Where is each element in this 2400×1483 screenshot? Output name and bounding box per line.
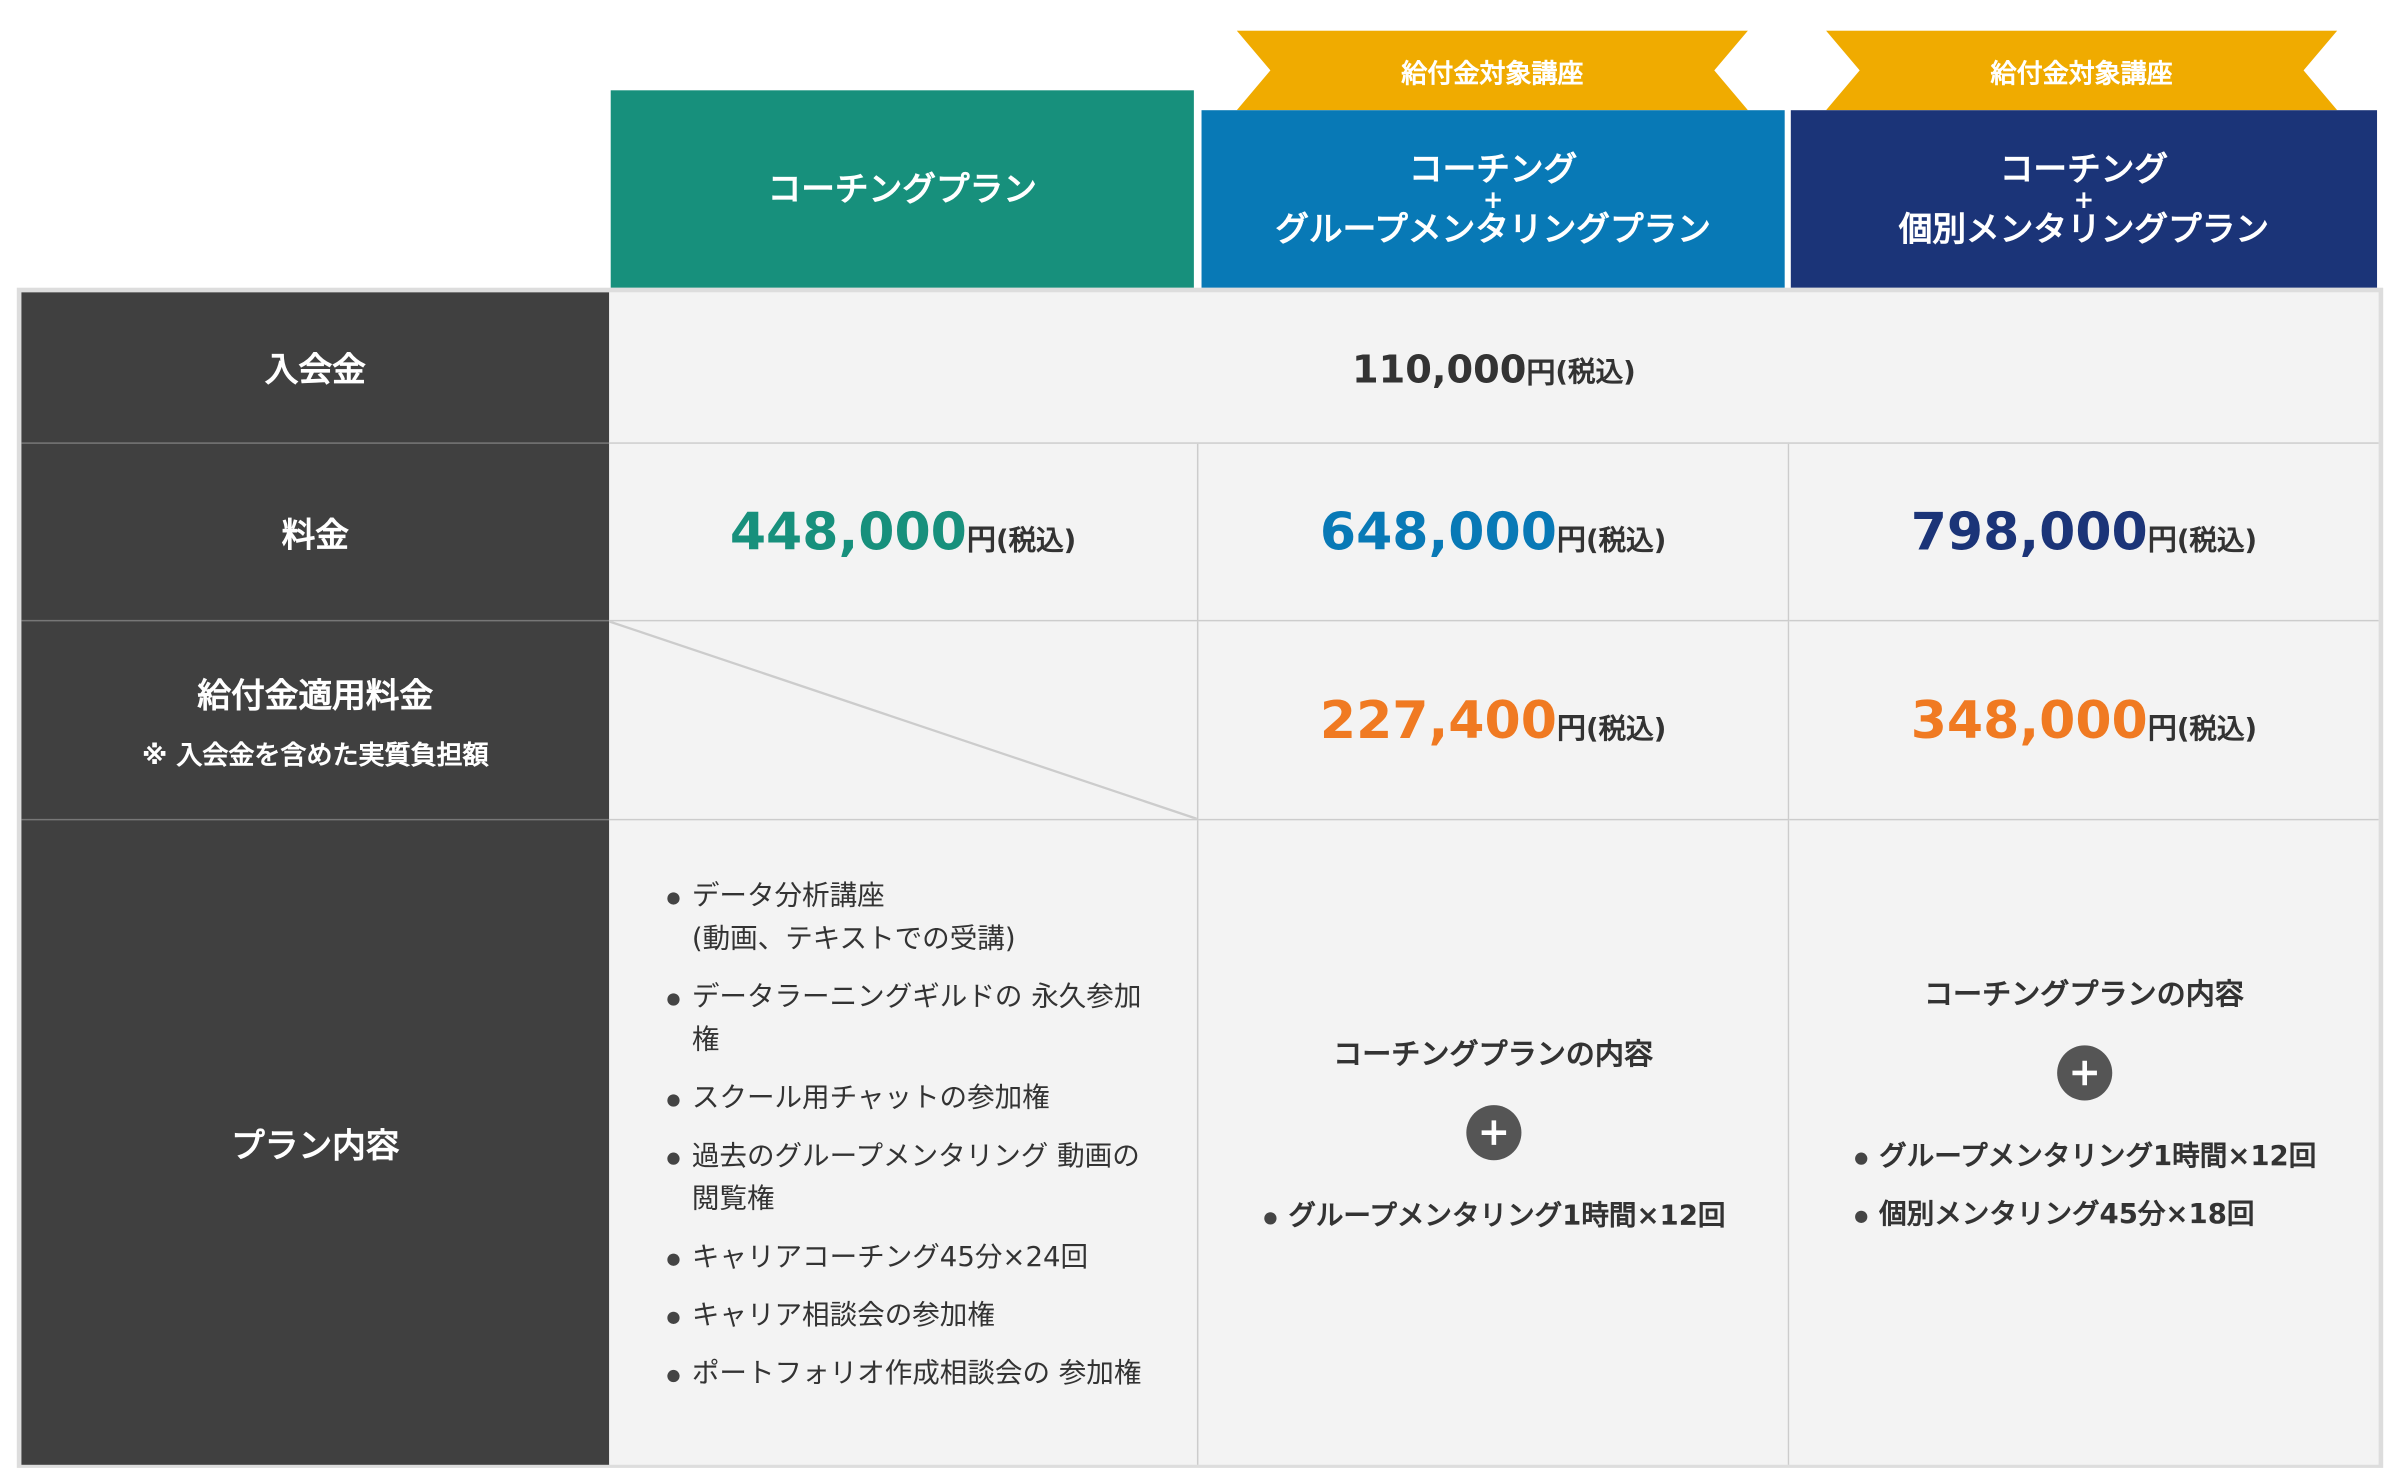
plan-header: コーチング + グループメンタリングプラン [1201,110,1785,290]
unit: 円 [966,523,996,558]
content-cell: データ分析講座 (動画、テキストでの受講) データラーニングギルドの 永久参加権ス… [609,820,1199,1465]
tax: (税込) [2176,712,2258,745]
label-text: 入会金 [264,352,366,391]
price-cell: 348,000 円 (税込) [1789,621,2379,821]
feature-item: スクール用チャットの参加権 [664,1077,1161,1120]
feature-list: データ分析講座 (動画、テキストでの受講) データラーニングギルドの 永久参加権ス… [664,875,1161,1411]
row-label: 料金 [21,443,610,622]
feature-item: データ分析講座 (動画、テキストでの受講) [664,875,1161,961]
feature-list: グループメンタリング1時間×12回 [1261,1195,1725,1253]
plan-name: 個別メンタリングプラン [1898,210,2270,249]
price-cell: 798,000 円 (税込) [1789,443,2379,622]
tax: (税込) [1586,712,1667,745]
badge-ribbon [1236,30,1748,111]
unit: 円 [1526,355,1556,390]
unit: 円 [1556,523,1587,558]
price: 648,000 [1319,501,1557,563]
plan-name: グループメンタリングプラン [1275,210,1711,249]
content-cell: コーチングプランの内容 グループメンタリング1時間×12回 個別メンタリング45分… [1789,820,2379,1465]
empty-cell [609,621,1199,821]
label-text: 料金 [281,516,349,555]
label-note: ※ 入会金を含めた実質負担額 [141,740,489,772]
price-cell: 110,000 円 (税込) [609,292,2379,444]
label-text: プラン内容 [231,1127,400,1166]
badge: 給付金対象講座 [1990,58,2173,90]
row-label: 入会金 [21,292,610,444]
price: 110,000 [1352,346,1527,392]
tax: (税込) [995,524,1077,557]
feature-item: ポートフォリオ作成相談会の 参加権 [664,1352,1161,1395]
label-text: 給付金適用料金 [197,678,434,717]
price-cell: 227,400 円 (税込) [1198,621,1790,821]
price: 798,000 [1910,501,2148,563]
unit: 円 [2147,523,2177,558]
plan-header: コーチングプラン [610,90,1194,290]
price-cell: 648,000 円 (税込) [1198,443,1790,622]
plan-name: + [2073,184,2095,214]
feature-item: グループメンタリング1時間×12回 [1852,1136,2316,1179]
row-label: プラン内容 [21,820,610,1465]
tax: (税込) [1555,356,1636,389]
content-heading: コーチングプランの内容 [1923,978,2244,1012]
plus-icon [1465,1105,1521,1161]
badge-ribbon [1826,30,2338,111]
feature-list: グループメンタリング1時間×12回 個別メンタリング45分×18回 [1852,1136,2317,1252]
row-label: 給付金適用料金 ※ 入会金を含めた実質負担額 [21,621,610,821]
price-cell: 448,000 円 (税込) [609,443,1199,622]
feature-item: 過去のグループメンタリング 動画の閲覧権 [664,1135,1161,1221]
diagonal [609,621,1197,819]
unit: 円 [1556,711,1587,746]
feature-item: キャリアコーチング45分×24回 [664,1236,1161,1279]
plan-name: コーチングプラン [767,170,1037,209]
tax: (税込) [1586,524,1667,557]
feature-item: 個別メンタリング45分×18回 [1852,1194,2317,1237]
price: 227,400 [1319,689,1557,751]
plan-name: + [1482,184,1504,214]
unit: 円 [2147,711,2177,746]
badge: 給付金対象講座 [1401,58,1584,90]
tax: (税込) [2176,524,2258,557]
price: 348,000 [1910,689,2148,751]
plan-name: コーチング [1999,150,2169,190]
content-heading: コーチングプランの内容 [1333,1037,1654,1072]
feature-item: キャリア相談会の参加権 [664,1294,1161,1337]
price: 448,000 [729,501,967,563]
content-cell: コーチングプランの内容 グループメンタリング1時間×12回 [1198,820,1790,1465]
feature-item: データラーニングギルドの 永久参加権 [664,976,1161,1062]
plan-name: コーチング [1408,150,1578,190]
plan-header: コーチング + 個別メンタリングプラン [1790,110,2378,290]
feature-item: グループメンタリング1時間×12回 [1261,1195,1725,1238]
plus-icon [2056,1045,2112,1101]
